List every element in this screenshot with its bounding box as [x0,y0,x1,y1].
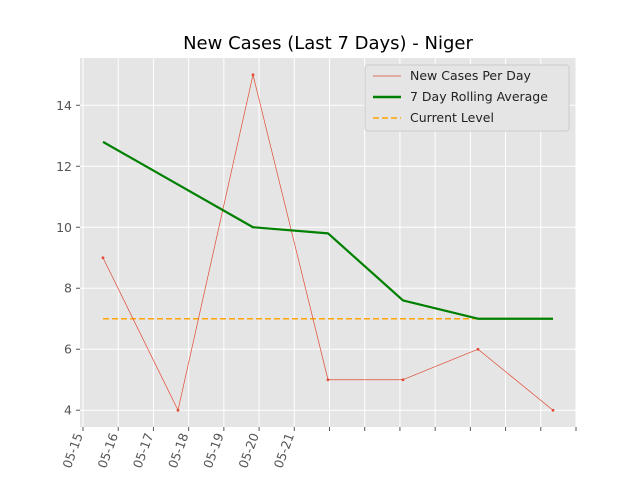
y-tick-label: 6 [64,342,72,357]
y-tick-label: 12 [56,159,72,174]
data-point [251,73,255,77]
x-axis: 05-15 05-16 05-17 05-18 05-19 05-20 05-21 [59,427,577,470]
y-tick-label: 10 [56,220,72,235]
legend: New Cases Per Day 7 Day Rolling Average … [364,64,570,132]
x-tick-label: 05-20 [235,431,262,470]
chart-title: New Cases (Last 7 Days) - Niger [183,33,473,54]
data-point [101,256,105,260]
series-layer [101,73,555,412]
x-tick-label: 05-17 [130,431,157,470]
x-tick-label: 05-18 [165,431,192,470]
x-tick-label: 05-21 [271,431,298,470]
legend-label-new-cases: New Cases Per Day [410,68,531,83]
data-point [176,408,180,412]
legend-box [364,64,570,132]
data-point [551,408,555,412]
x-tick-label: 05-16 [95,431,122,470]
series-line-1 [102,140,553,320]
y-tick-label: 4 [64,403,72,418]
x-tick-label: 05-15 [59,431,86,470]
grid [80,58,577,427]
legend-label-current-level: Current Level [410,110,494,125]
data-point [326,378,330,382]
data-point [401,378,405,382]
x-tick-label: 05-19 [200,431,227,470]
legend-label-rolling-average: 7 Day Rolling Average [410,89,548,104]
data-point [476,347,480,351]
y-tick-label: 14 [56,98,72,113]
y-tick-label: 8 [64,281,72,296]
y-axis: 4 6 8 10 12 14 [56,98,80,418]
